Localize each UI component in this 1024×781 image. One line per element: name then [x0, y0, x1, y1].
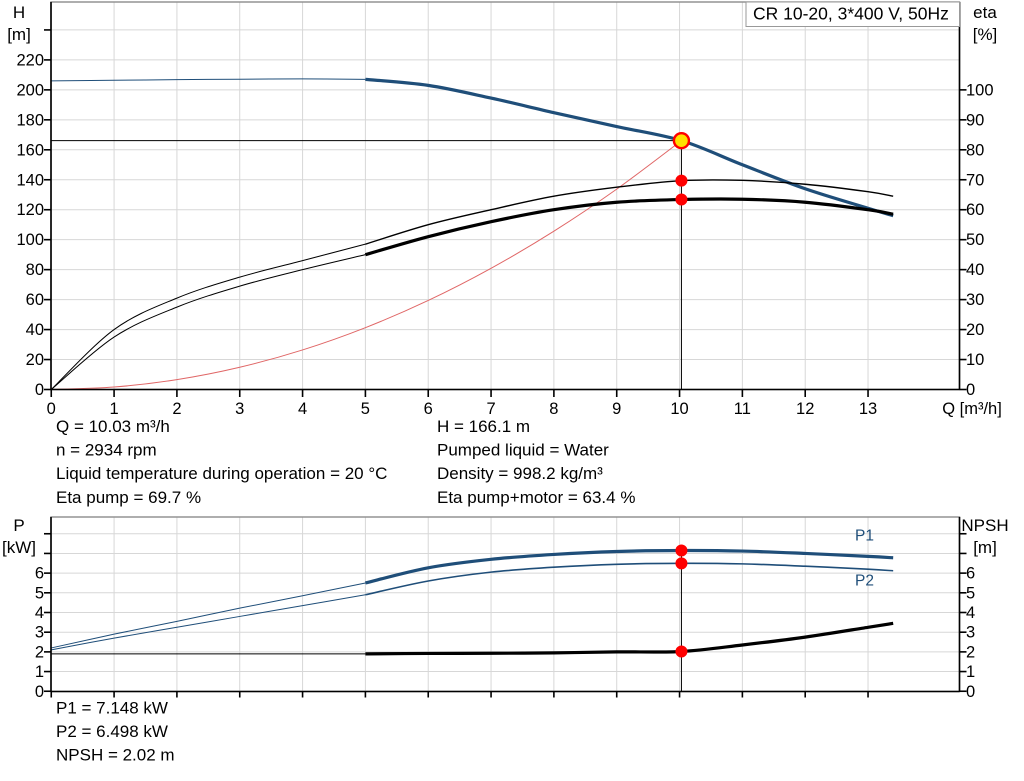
svg-text:6: 6 — [35, 565, 44, 583]
svg-text:3: 3 — [35, 624, 44, 642]
svg-text:120: 120 — [16, 201, 44, 219]
svg-text:10: 10 — [670, 400, 688, 418]
svg-text:0: 0 — [35, 683, 44, 701]
svg-text:60: 60 — [26, 291, 44, 309]
svg-text:160: 160 — [16, 141, 44, 159]
svg-text:40: 40 — [966, 261, 984, 279]
svg-text:5: 5 — [361, 400, 370, 418]
svg-text:80: 80 — [26, 261, 44, 279]
svg-text:CR 10-20, 3*400 V, 50Hz: CR 10-20, 3*400 V, 50Hz — [753, 4, 949, 24]
svg-text:10: 10 — [966, 351, 984, 369]
svg-text:50: 50 — [966, 231, 984, 249]
svg-text:4: 4 — [298, 400, 307, 418]
svg-text:H: H — [13, 3, 25, 22]
svg-text:3: 3 — [235, 400, 244, 418]
svg-text:P2 = 6.498 kW: P2 = 6.498 kW — [56, 722, 168, 741]
svg-text:[%]: [%] — [973, 25, 998, 44]
svg-text:12: 12 — [796, 400, 814, 418]
svg-text:[m]: [m] — [7, 25, 31, 44]
svg-text:n = 2934 rpm: n = 2934 rpm — [56, 441, 157, 460]
svg-text:1: 1 — [35, 663, 44, 681]
svg-text:Density = 998.2 kg/m³: Density = 998.2 kg/m³ — [437, 464, 603, 483]
svg-text:Pumped liquid = Water: Pumped liquid = Water — [437, 441, 609, 460]
svg-text:200: 200 — [16, 81, 44, 99]
svg-text:4: 4 — [35, 604, 44, 622]
svg-text:20: 20 — [26, 351, 44, 369]
svg-text:6: 6 — [424, 400, 433, 418]
svg-text:6: 6 — [966, 565, 975, 583]
svg-text:Liquid temperature during oper: Liquid temperature during operation = 20… — [56, 464, 387, 483]
svg-text:30: 30 — [966, 291, 984, 309]
svg-text:70: 70 — [966, 171, 984, 189]
svg-text:P: P — [13, 516, 24, 535]
svg-text:140: 140 — [16, 171, 44, 189]
svg-text:5: 5 — [35, 584, 44, 602]
svg-text:100: 100 — [16, 231, 44, 249]
svg-text:2: 2 — [966, 643, 975, 661]
svg-text:NPSH: NPSH — [961, 516, 1008, 535]
svg-text:9: 9 — [612, 400, 621, 418]
svg-text:0: 0 — [966, 381, 975, 399]
svg-text:11: 11 — [734, 400, 751, 418]
svg-text:4: 4 — [966, 604, 975, 622]
svg-text:180: 180 — [16, 111, 44, 129]
svg-text:Q [m³/h]: Q [m³/h] — [942, 400, 1002, 418]
svg-text:eta: eta — [973, 3, 997, 22]
svg-text:90: 90 — [966, 111, 984, 129]
svg-text:1: 1 — [966, 663, 975, 681]
svg-text:0: 0 — [35, 381, 44, 399]
svg-text:40: 40 — [26, 321, 44, 339]
svg-text:3: 3 — [966, 624, 975, 642]
svg-text:80: 80 — [966, 141, 984, 159]
svg-text:5: 5 — [966, 584, 975, 602]
svg-text:8: 8 — [549, 400, 558, 418]
svg-text:1: 1 — [109, 400, 118, 418]
svg-text:[m]: [m] — [973, 538, 997, 557]
svg-text:P1: P1 — [855, 528, 874, 545]
svg-text:[kW]: [kW] — [2, 538, 36, 557]
svg-text:220: 220 — [16, 51, 44, 69]
svg-text:2: 2 — [35, 643, 44, 661]
svg-text:Q = 10.03 m³/h: Q = 10.03 m³/h — [56, 417, 170, 436]
svg-text:H = 166.1 m: H = 166.1 m — [437, 417, 530, 436]
svg-text:Eta pump = 69.7 %: Eta pump = 69.7 % — [56, 488, 201, 507]
svg-text:2: 2 — [172, 400, 181, 418]
svg-text:7: 7 — [486, 400, 495, 418]
svg-text:13: 13 — [859, 400, 877, 418]
svg-text:0: 0 — [966, 683, 975, 701]
svg-text:60: 60 — [966, 201, 984, 219]
svg-text:100: 100 — [966, 81, 994, 99]
svg-text:0: 0 — [47, 400, 56, 418]
svg-text:P1 = 7.148 kW: P1 = 7.148 kW — [56, 699, 168, 718]
svg-text:Eta pump+motor = 63.4 %: Eta pump+motor = 63.4 % — [437, 488, 635, 507]
svg-text:20: 20 — [966, 321, 984, 339]
svg-text:P2: P2 — [855, 572, 874, 589]
svg-text:NPSH = 2.02 m: NPSH = 2.02 m — [56, 746, 175, 765]
